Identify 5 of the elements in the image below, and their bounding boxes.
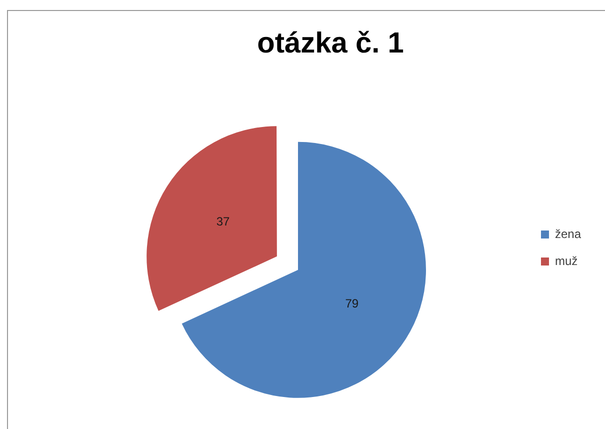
legend-label: žena [554, 226, 582, 241]
data-label: 79 [345, 296, 359, 311]
chart-title: otázka č. 1 [257, 27, 404, 60]
legend-label: muž [554, 254, 578, 268]
data-label: 37 [216, 214, 230, 228]
